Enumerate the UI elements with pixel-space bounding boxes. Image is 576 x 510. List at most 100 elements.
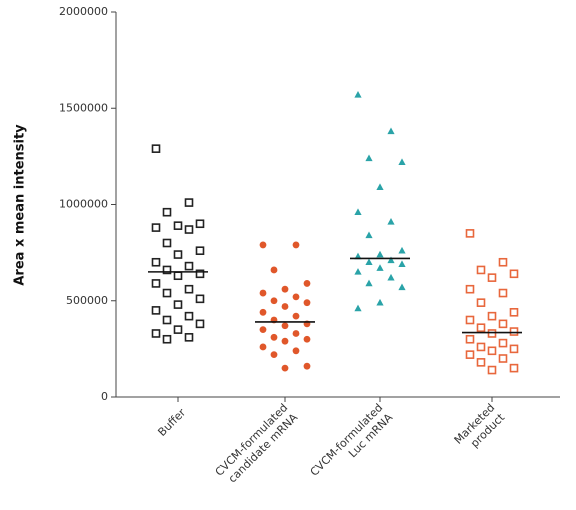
data-point xyxy=(465,315,475,325)
data-point xyxy=(303,299,311,307)
data-point xyxy=(354,304,362,312)
data-point xyxy=(465,284,475,294)
data-point xyxy=(509,307,519,317)
data-point xyxy=(487,329,497,338)
data-point xyxy=(281,337,289,345)
data-point xyxy=(292,347,300,355)
data-point xyxy=(398,246,406,254)
data-point xyxy=(509,327,519,336)
data-point xyxy=(365,154,373,162)
data-point xyxy=(465,229,475,238)
data-point xyxy=(184,333,194,342)
data-point xyxy=(259,343,267,351)
data-point xyxy=(259,289,267,297)
data-point xyxy=(476,298,486,307)
data-point xyxy=(487,273,497,282)
data-point xyxy=(465,334,475,344)
data-point xyxy=(173,271,183,281)
data-point xyxy=(184,261,194,271)
data-point xyxy=(376,183,384,190)
data-point xyxy=(387,218,395,225)
data-point xyxy=(398,158,406,165)
data-point xyxy=(151,144,161,153)
data-point xyxy=(270,333,278,341)
data-point xyxy=(270,351,278,359)
data-point xyxy=(498,354,508,363)
data-point xyxy=(387,256,395,264)
data-point xyxy=(162,265,172,275)
data-point xyxy=(281,285,289,293)
data-point xyxy=(398,283,406,291)
data-point xyxy=(173,221,183,230)
data-point xyxy=(476,342,486,352)
data-point xyxy=(184,225,194,234)
data-point xyxy=(498,319,508,329)
data-point xyxy=(151,257,161,267)
data-point xyxy=(184,198,194,207)
data-point xyxy=(195,269,205,279)
data-point xyxy=(184,284,194,294)
data-point xyxy=(270,297,278,305)
data-point xyxy=(292,330,300,337)
data-point xyxy=(151,329,161,338)
data-point xyxy=(195,219,205,229)
data-point xyxy=(387,273,395,281)
data-point xyxy=(376,298,384,306)
data-point xyxy=(162,315,172,325)
data-point xyxy=(498,338,508,348)
data-point xyxy=(354,208,362,215)
data-point xyxy=(303,362,311,370)
data-point xyxy=(151,306,161,315)
y-axis-label: Area x mean intensity xyxy=(13,124,28,286)
data-point xyxy=(259,241,267,249)
data-point xyxy=(184,311,194,321)
data-point xyxy=(303,280,311,287)
data-point xyxy=(151,279,161,288)
y-tick-label: 0 xyxy=(101,390,108,403)
data-point xyxy=(259,308,267,316)
data-point xyxy=(292,293,300,301)
data-point xyxy=(162,334,172,344)
data-point xyxy=(354,90,362,98)
data-point xyxy=(509,363,519,373)
data-point xyxy=(292,241,300,249)
data-point xyxy=(162,238,172,248)
data-point xyxy=(476,358,486,367)
data-point xyxy=(173,325,183,334)
data-point xyxy=(365,231,373,239)
data-point xyxy=(195,294,205,304)
data-point xyxy=(354,268,362,275)
data-point xyxy=(476,265,486,275)
y-tick-label: 1500000 xyxy=(59,101,108,114)
data-point xyxy=(376,264,384,271)
data-point xyxy=(162,207,172,217)
data-point xyxy=(151,223,161,232)
x-tick-label-group: Buffer xyxy=(155,406,188,439)
data-point xyxy=(173,300,183,309)
data-point xyxy=(487,346,497,356)
data-point xyxy=(270,266,278,274)
data-point xyxy=(303,335,311,343)
data-point xyxy=(487,311,497,321)
data-point xyxy=(173,250,183,259)
data-point xyxy=(365,258,373,266)
y-tick-label: 500000 xyxy=(66,294,108,307)
data-point xyxy=(365,279,373,287)
data-point xyxy=(259,326,267,334)
x-tick-label: Buffer xyxy=(155,406,188,439)
data-point xyxy=(281,322,289,330)
data-point xyxy=(292,312,300,320)
data-point xyxy=(476,323,486,333)
y-tick-label: 1000000 xyxy=(59,198,108,211)
data-point xyxy=(498,257,508,267)
data-point xyxy=(509,269,519,279)
data-point xyxy=(195,319,205,329)
data-point xyxy=(387,127,395,135)
data-point xyxy=(281,364,289,372)
data-point xyxy=(195,246,205,255)
data-point xyxy=(376,250,384,258)
data-point xyxy=(162,288,172,298)
